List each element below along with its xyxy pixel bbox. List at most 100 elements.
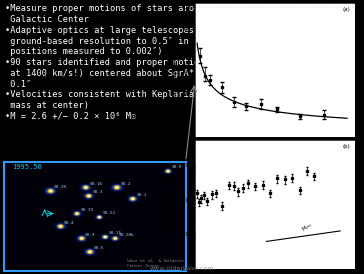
Circle shape: [85, 193, 93, 198]
Circle shape: [78, 183, 93, 192]
Circle shape: [87, 250, 93, 254]
Text: S0-5: S0-5: [94, 246, 104, 250]
Circle shape: [109, 182, 125, 192]
Circle shape: [162, 168, 174, 175]
Y-axis label: Enclosed Mass (M☉): Enclosed Mass (M☉): [173, 177, 178, 231]
Circle shape: [89, 251, 91, 252]
Circle shape: [59, 225, 63, 227]
Circle shape: [53, 222, 68, 231]
Circle shape: [87, 195, 91, 197]
Text: 1995.50: 1995.50: [12, 164, 42, 170]
Circle shape: [76, 235, 87, 241]
Text: S0-20b: S0-20b: [119, 233, 134, 236]
Circle shape: [71, 210, 83, 217]
Circle shape: [80, 184, 91, 191]
Circle shape: [111, 184, 123, 191]
Circle shape: [48, 190, 53, 192]
Circle shape: [95, 215, 103, 219]
Circle shape: [80, 237, 83, 239]
Circle shape: [111, 236, 120, 241]
Circle shape: [165, 169, 171, 173]
Text: •Measure proper motions of stars around
 Galactic Center
•Adaptive optics at lar: •Measure proper motions of stars around …: [5, 4, 263, 121]
Text: S0-16: S0-16: [89, 182, 103, 186]
Text: M$_{enc}$: M$_{enc}$: [300, 219, 315, 234]
Text: S0-4: S0-4: [64, 221, 75, 224]
Circle shape: [88, 195, 90, 196]
Circle shape: [84, 193, 94, 199]
Circle shape: [56, 224, 65, 229]
Circle shape: [88, 251, 92, 253]
Circle shape: [76, 213, 78, 214]
Circle shape: [60, 226, 62, 227]
X-axis label: Radius (pc): Radius (pc): [259, 148, 290, 153]
Circle shape: [132, 198, 134, 199]
Circle shape: [114, 238, 117, 239]
Circle shape: [46, 188, 55, 194]
Circle shape: [167, 171, 169, 172]
Circle shape: [97, 216, 102, 218]
Circle shape: [114, 185, 120, 189]
Circle shape: [58, 225, 63, 228]
Circle shape: [104, 236, 106, 238]
Circle shape: [47, 189, 54, 193]
Circle shape: [75, 234, 89, 243]
Circle shape: [75, 212, 79, 215]
Text: S0-19: S0-19: [80, 208, 94, 212]
Circle shape: [79, 237, 84, 240]
Text: (b): (b): [343, 144, 350, 149]
Circle shape: [94, 214, 105, 220]
Circle shape: [86, 249, 94, 255]
Text: S0-22: S0-22: [103, 211, 116, 215]
Circle shape: [73, 211, 82, 216]
Circle shape: [45, 187, 56, 195]
Circle shape: [115, 186, 119, 189]
Circle shape: [75, 213, 79, 215]
Circle shape: [85, 187, 87, 188]
Circle shape: [129, 196, 137, 201]
Circle shape: [81, 238, 83, 239]
Circle shape: [126, 195, 140, 203]
Circle shape: [128, 196, 138, 202]
Circle shape: [96, 215, 102, 219]
Circle shape: [74, 212, 80, 216]
Circle shape: [112, 236, 119, 241]
Circle shape: [167, 170, 170, 172]
Circle shape: [102, 235, 108, 239]
Circle shape: [55, 223, 66, 230]
Circle shape: [116, 187, 118, 188]
Circle shape: [166, 170, 170, 173]
Circle shape: [99, 233, 111, 241]
Circle shape: [114, 238, 116, 239]
Circle shape: [78, 236, 86, 241]
Y-axis label: Velocity Dispersion (km/s): Velocity Dispersion (km/s): [173, 35, 178, 104]
Text: Ghez et al. & Galactic
Center Group: Ghez et al. & Galactic Center Group: [127, 259, 185, 268]
Circle shape: [113, 237, 118, 240]
Text: S0-2: S0-2: [120, 182, 131, 186]
Circle shape: [130, 197, 135, 201]
Text: (a): (a): [343, 7, 350, 12]
Text: S0-1: S0-1: [136, 193, 147, 197]
Circle shape: [83, 186, 89, 189]
Circle shape: [82, 192, 96, 200]
Circle shape: [82, 185, 90, 190]
Circle shape: [164, 169, 172, 174]
Circle shape: [98, 216, 101, 218]
Circle shape: [103, 236, 107, 238]
Text: S0-9: S0-9: [171, 165, 182, 169]
Circle shape: [50, 190, 52, 192]
Circle shape: [101, 235, 110, 239]
Circle shape: [42, 186, 59, 196]
Circle shape: [84, 186, 88, 189]
Text: S0-15: S0-15: [109, 231, 122, 235]
Circle shape: [99, 217, 100, 218]
Text: S0-3: S0-3: [92, 190, 103, 194]
Circle shape: [112, 185, 122, 190]
Circle shape: [131, 198, 135, 200]
Circle shape: [104, 236, 107, 238]
Circle shape: [109, 235, 121, 242]
Circle shape: [86, 194, 91, 198]
Text: www.sliderbase.com: www.sliderbase.com: [150, 266, 214, 271]
Circle shape: [84, 249, 95, 255]
Circle shape: [82, 247, 98, 256]
Text: S0-9: S0-9: [85, 233, 96, 236]
